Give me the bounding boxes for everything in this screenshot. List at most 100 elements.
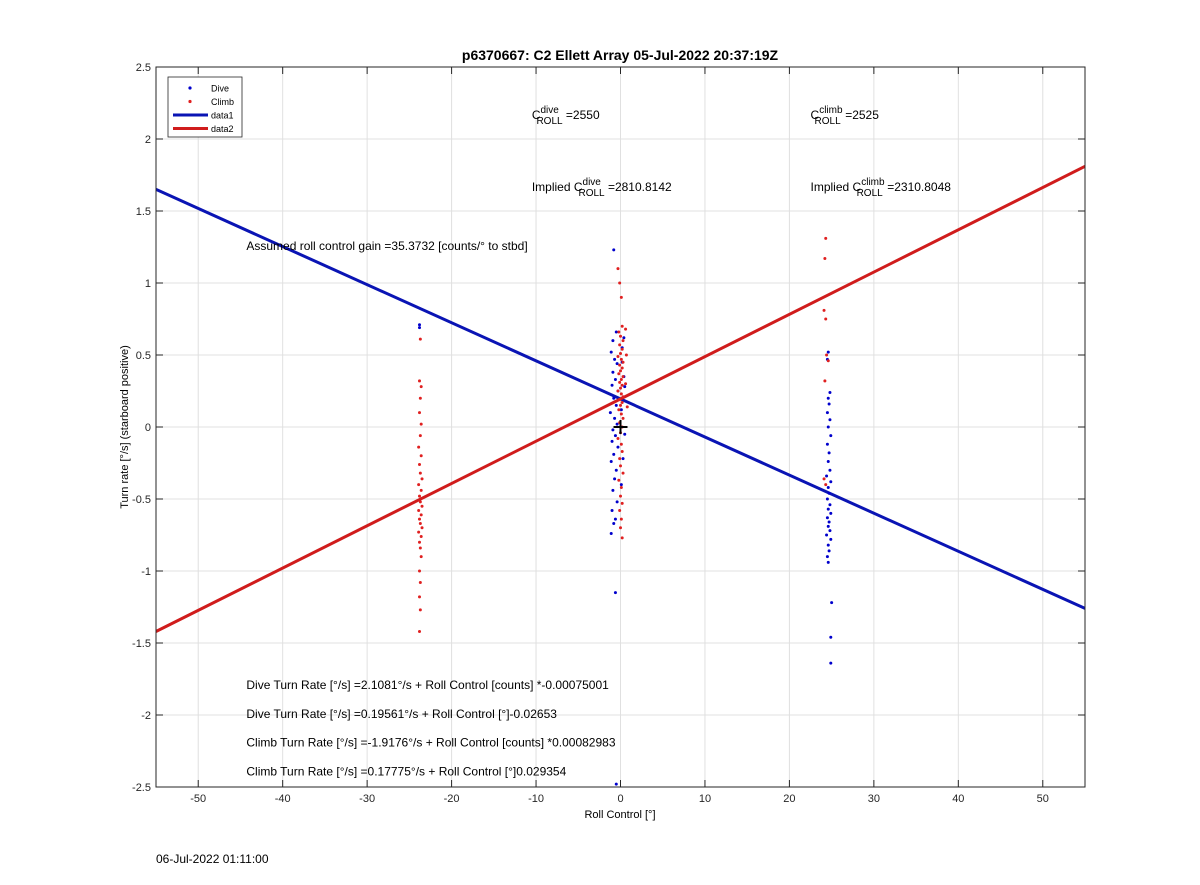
climb-point — [616, 354, 620, 358]
annotation-value: =2550 — [563, 108, 600, 122]
climb-point — [621, 339, 625, 343]
dive-point — [612, 452, 616, 456]
climb-point — [619, 412, 623, 416]
climb-point — [620, 383, 624, 387]
climb-point — [621, 360, 625, 364]
climb-point — [621, 416, 625, 420]
legend-swatch — [188, 99, 192, 104]
series-climb — [417, 236, 830, 633]
climb-point — [621, 395, 625, 399]
dive-point — [828, 418, 832, 422]
data-points — [417, 236, 834, 786]
dive-point — [829, 635, 833, 639]
annotations: Cdive ROLL =2550 Cclimb ROLL =2525 Implied C… — [246, 105, 951, 779]
climb-point — [418, 521, 422, 525]
climb-point — [418, 337, 422, 341]
y-tick-label: -0.5 — [132, 494, 151, 506]
dive-point — [826, 524, 830, 528]
x-tick-label: 20 — [783, 793, 795, 805]
climb-point — [418, 546, 422, 550]
dive-point — [613, 377, 617, 381]
dive-point — [829, 434, 833, 438]
dive-point — [609, 460, 613, 464]
annotation-dive-deg: Dive Turn Rate [°/s] =0.19561°/s + Roll … — [246, 707, 557, 721]
dive-point — [613, 517, 617, 521]
annotation-value: =2810.8142 — [605, 180, 672, 194]
climb-point — [822, 308, 826, 312]
climb-point — [417, 462, 421, 466]
climb-point — [619, 526, 622, 530]
x-tick-label: -40 — [275, 793, 291, 805]
y-tick-label: -1 — [141, 566, 151, 578]
climb-point — [619, 357, 623, 361]
dive-point — [614, 403, 618, 407]
y-tick-label: 1.5 — [136, 206, 151, 218]
dive-point — [827, 549, 831, 553]
climb-point — [625, 405, 629, 409]
climb-point — [617, 330, 621, 334]
y-tick-label: 0.5 — [136, 350, 151, 362]
climb-point — [419, 454, 423, 458]
climb-point — [420, 504, 424, 508]
dive-point — [829, 480, 833, 484]
climb-point — [620, 401, 624, 405]
annotation-superscript: dive — [583, 177, 602, 188]
x-tick-label: -10 — [528, 793, 544, 805]
annotation-subscript: ROLL — [857, 188, 884, 199]
climb-point — [617, 372, 621, 376]
climb-point — [420, 526, 424, 530]
climb-point — [417, 530, 421, 534]
annotation-value: =2310.8048 — [884, 180, 951, 194]
climb-point — [619, 403, 622, 407]
dive-point — [608, 411, 612, 415]
dive-point — [610, 509, 614, 513]
climb-point — [620, 536, 624, 540]
legend: Dive Climb data1 data2 — [167, 76, 243, 138]
climb-point — [621, 471, 625, 475]
dive-point — [619, 408, 623, 412]
dive-point — [826, 560, 830, 564]
dive-point — [826, 460, 830, 464]
dive-point — [829, 661, 833, 665]
dive-point — [826, 485, 830, 489]
climb-point — [418, 581, 422, 585]
climb-point — [620, 501, 624, 505]
annotation-prefix: Implied — [532, 180, 574, 194]
chart-title: p6370667: C2 Ellett Array 05-Jul-2022 20… — [462, 47, 779, 63]
y-axis-label: Turn rate [°/s] (starboard positive) — [119, 345, 131, 509]
climb-point — [417, 595, 421, 599]
climb-point — [419, 513, 423, 517]
annotation-c-climb: Cclimb ROLL =2525 — [811, 105, 880, 127]
annotation-dive-counts: Dive Turn Rate [°/s] =2.1081°/s + Roll C… — [246, 678, 609, 692]
climb-point — [417, 411, 421, 415]
dive-point — [827, 491, 831, 495]
x-tick-label: 10 — [699, 793, 711, 805]
climb-point — [617, 408, 621, 412]
legend-item-dive: Dive — [188, 84, 229, 94]
dive-point — [613, 591, 617, 595]
climb-point — [624, 382, 628, 386]
x-axis-label: Roll Control [°] — [584, 809, 655, 821]
climb-point — [420, 477, 424, 481]
climb-point — [418, 500, 422, 504]
x-tick-label: -30 — [359, 793, 375, 805]
y-tick-label: 1 — [145, 278, 151, 290]
annotation-climb-deg: Climb Turn Rate [°/s] =0.17775°/s + Roll… — [246, 764, 566, 778]
dive-point — [417, 323, 421, 327]
dive-point — [622, 336, 626, 340]
dive-point — [825, 442, 829, 446]
dive-point — [612, 248, 616, 252]
legend-label: Dive — [211, 84, 229, 94]
dive-point — [828, 503, 832, 507]
climb-point — [618, 281, 622, 285]
climb-point — [624, 327, 628, 331]
climb-point — [619, 517, 623, 521]
climb-point — [419, 422, 423, 426]
annotation-c-dive: Cdive ROLL =2550 — [532, 105, 600, 127]
dive-point — [610, 439, 614, 443]
annotation-superscript: dive — [540, 105, 559, 116]
climb-point — [619, 442, 623, 446]
dive-point — [611, 339, 615, 343]
dive-point — [615, 422, 619, 426]
legend-item-data1: data1 — [173, 111, 234, 121]
